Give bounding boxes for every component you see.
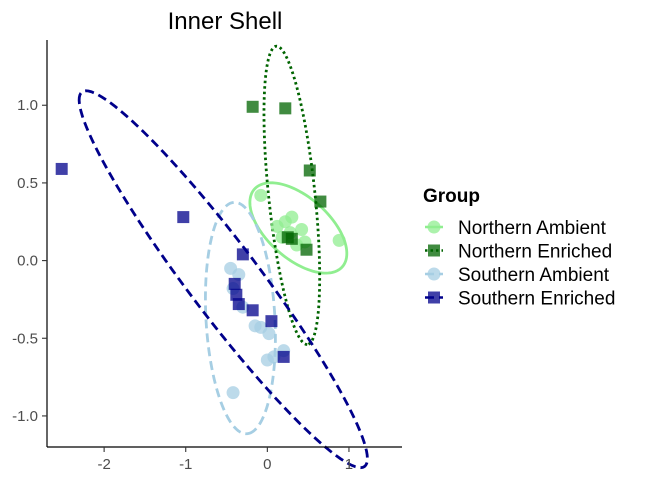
point-southern-enriched xyxy=(277,350,290,363)
point-northern-enriched xyxy=(303,164,316,177)
ellipse-northern-ambient xyxy=(248,181,349,275)
legend-marker xyxy=(427,220,441,234)
point-southern-ambient xyxy=(260,353,274,367)
legend-item-southern-ambient: Southern Ambient xyxy=(425,265,610,286)
point-southern-ambient xyxy=(262,327,276,341)
legend-label: Southern Enriched xyxy=(458,289,615,310)
legend-label: Northern Enriched xyxy=(458,242,612,263)
y-tick-label: -0.5 xyxy=(12,330,38,347)
x-tick-label: -1 xyxy=(179,456,192,473)
legend-marker xyxy=(428,244,440,257)
point-northern-enriched xyxy=(300,243,313,256)
point-southern-enriched xyxy=(265,315,278,328)
ellipse-southern-enriched xyxy=(77,89,369,470)
point-southern-enriched xyxy=(232,298,245,311)
legend-marker xyxy=(428,291,440,304)
y-tick-label: 1.0 xyxy=(17,97,38,114)
point-northern-enriched xyxy=(285,232,298,245)
point-northern-ambient xyxy=(285,210,299,224)
x-tick-label: 1 xyxy=(345,456,353,473)
axes: -2 -1 0 1 -1.0 -0.5 0.0 0.5 1.0 xyxy=(12,40,402,473)
point-southern-enriched xyxy=(228,277,241,290)
y-tick-label: -1.0 xyxy=(12,408,38,425)
ellipse-northern-enriched xyxy=(262,44,322,346)
point-southern-enriched xyxy=(246,304,259,317)
point-southern-enriched xyxy=(236,248,249,261)
point-southern-enriched xyxy=(55,162,68,175)
x-tick-label: 0 xyxy=(263,456,271,473)
legend-label: Southern Ambient xyxy=(458,265,610,286)
point-northern-enriched xyxy=(279,102,292,115)
chart-title: Inner Shell xyxy=(168,8,283,35)
confidence-ellipses xyxy=(77,44,369,470)
legend-item-northern-ambient: Northern Ambient xyxy=(425,218,607,239)
point-northern-ambient xyxy=(254,188,268,202)
point-southern-enriched xyxy=(230,288,243,301)
ellipse-southern-ambient xyxy=(204,200,277,436)
legend-label: Northern Ambient xyxy=(458,218,607,239)
data-points xyxy=(55,100,346,400)
legend-item-northern-enriched: Northern Enriched xyxy=(425,242,612,263)
point-southern-ambient xyxy=(232,268,246,282)
legend-item-southern-enriched: Southern Enriched xyxy=(425,289,615,310)
legend-title: Group xyxy=(423,186,480,207)
legend-marker xyxy=(427,267,441,281)
x-tick-label: -2 xyxy=(97,456,110,473)
y-tick-label: 0.5 xyxy=(17,175,38,192)
y-tick-label: 0.0 xyxy=(17,253,38,270)
point-southern-ambient xyxy=(226,386,240,400)
point-northern-enriched xyxy=(246,100,259,113)
point-northern-ambient xyxy=(332,233,346,247)
point-southern-enriched xyxy=(177,211,190,224)
point-northern-ambient xyxy=(295,223,309,237)
point-northern-enriched xyxy=(314,195,327,208)
